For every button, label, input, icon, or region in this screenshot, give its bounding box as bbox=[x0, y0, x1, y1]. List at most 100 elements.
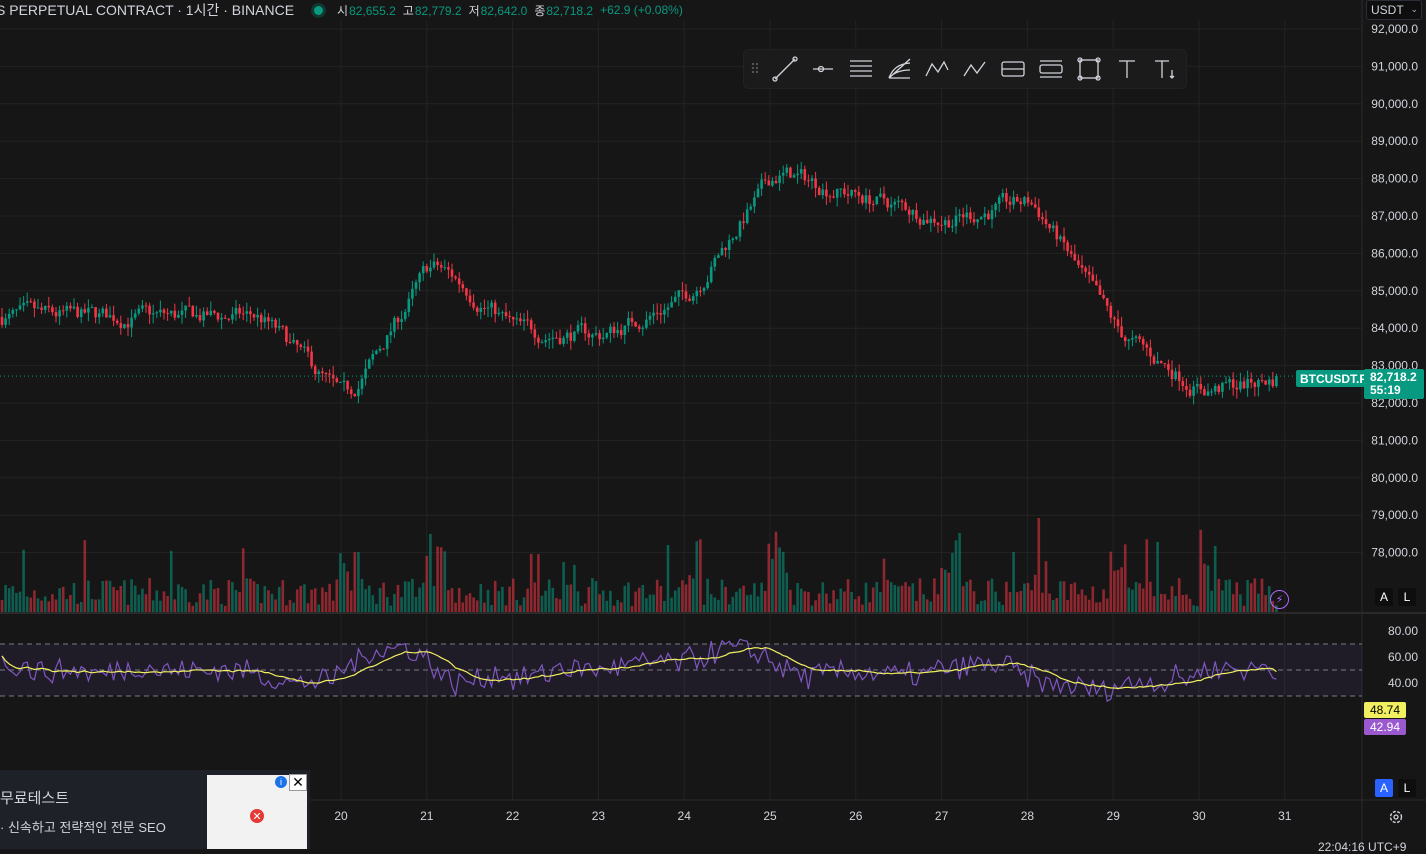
volume-bar bbox=[418, 587, 421, 612]
volume-bar bbox=[699, 539, 702, 612]
abcd-pattern-icon[interactable] bbox=[956, 50, 994, 88]
volume-bar bbox=[691, 578, 695, 612]
candle-body bbox=[231, 314, 234, 320]
volume-bar bbox=[1242, 605, 1246, 612]
candle-body bbox=[461, 284, 465, 289]
volume-bar bbox=[191, 605, 195, 612]
log-scale-button[interactable]: L bbox=[1398, 588, 1416, 606]
candle-body bbox=[1019, 201, 1023, 205]
candle-body bbox=[360, 378, 364, 389]
ad-banner[interactable]: 무료테스트 · 신속하고 전략적인 전문 SEO ✕ i ✕ bbox=[0, 770, 310, 849]
price-range-icon[interactable] bbox=[1032, 50, 1070, 88]
candle-body bbox=[799, 169, 803, 174]
lightning-icon[interactable]: ⚡ bbox=[1270, 590, 1289, 609]
candle-body bbox=[213, 310, 216, 313]
candle-body bbox=[738, 221, 742, 237]
info-icon[interactable]: i bbox=[275, 776, 287, 788]
candle-body bbox=[1138, 336, 1141, 339]
volume-bar bbox=[702, 604, 706, 612]
candle-body bbox=[983, 213, 987, 218]
candle-body bbox=[76, 306, 79, 317]
volume-bar bbox=[198, 593, 202, 612]
horizontal-ray-icon[interactable] bbox=[804, 50, 842, 88]
volume-bar bbox=[1062, 581, 1066, 612]
candle-body bbox=[436, 261, 439, 266]
volume-bar bbox=[1228, 579, 1231, 612]
candle-body bbox=[1195, 383, 1199, 387]
xabcd-pattern-icon[interactable] bbox=[918, 50, 956, 88]
candle-body bbox=[202, 311, 205, 321]
close-icon[interactable]: ✕ bbox=[289, 774, 307, 791]
candle-body bbox=[627, 317, 630, 326]
volume-bar bbox=[1023, 583, 1026, 612]
volume-bar bbox=[443, 551, 447, 612]
volume-bar bbox=[810, 605, 814, 612]
volume-bar bbox=[241, 548, 245, 612]
volume-bar bbox=[378, 588, 382, 612]
time-axis-label: 23 bbox=[592, 809, 606, 823]
volume-bar bbox=[144, 594, 148, 612]
candle-body bbox=[868, 195, 871, 205]
symbol-title[interactable]: S PERPETUAL CONTRACT · 1시간 · BINANCE bbox=[0, 2, 295, 18]
candle-body bbox=[943, 220, 947, 226]
volume-bar bbox=[1069, 583, 1073, 612]
rsi-auto-scale-button[interactable]: A bbox=[1375, 779, 1393, 797]
time-axis-label: 29 bbox=[1107, 809, 1121, 823]
candle-body bbox=[396, 317, 400, 322]
candle-body bbox=[709, 266, 713, 283]
candle-body bbox=[324, 373, 328, 375]
volume-bar bbox=[1192, 605, 1195, 612]
volume-bar bbox=[857, 596, 861, 612]
volume-bar bbox=[907, 586, 911, 612]
volume-bar bbox=[389, 605, 393, 612]
candle-body bbox=[1123, 337, 1127, 342]
volume-bar bbox=[90, 599, 94, 612]
time-axis-label: 27 bbox=[935, 809, 949, 823]
volume-bar bbox=[634, 591, 637, 612]
fib-retracement-icon[interactable] bbox=[880, 50, 918, 88]
rsi-log-scale-button[interactable]: L bbox=[1398, 779, 1416, 797]
rectangle-icon[interactable] bbox=[1070, 50, 1108, 88]
volume-bar bbox=[238, 592, 241, 612]
candle-body bbox=[1120, 326, 1123, 338]
volume-bar bbox=[1109, 551, 1113, 612]
volume-bar bbox=[1037, 518, 1041, 612]
candle-body bbox=[882, 193, 886, 199]
candle-body bbox=[569, 332, 573, 341]
drag-handle-icon[interactable]: ⠿ bbox=[749, 60, 761, 77]
candle-body bbox=[1206, 391, 1210, 396]
volume-bar bbox=[483, 602, 486, 612]
candle-body bbox=[947, 220, 951, 228]
candle-body bbox=[393, 317, 396, 332]
candle-body bbox=[832, 196, 835, 198]
volume-bar bbox=[1044, 561, 1048, 612]
volume-bar bbox=[281, 580, 285, 612]
volume-bar bbox=[641, 584, 645, 612]
volume-bar bbox=[594, 581, 598, 612]
volume-bar bbox=[353, 552, 357, 612]
volume-bar bbox=[321, 587, 324, 612]
volume-bar bbox=[83, 540, 87, 612]
volume-bar bbox=[400, 597, 403, 612]
parallel-channel-icon[interactable] bbox=[842, 50, 880, 88]
text-anchor-icon[interactable] bbox=[1146, 50, 1184, 88]
currency-select[interactable]: USDT ⌄ bbox=[1366, 0, 1422, 20]
candle-body bbox=[771, 180, 774, 186]
candle-body bbox=[875, 196, 879, 205]
candle-body bbox=[871, 204, 875, 206]
volume-bar bbox=[285, 605, 288, 612]
candle-body bbox=[987, 213, 990, 220]
text-icon[interactable] bbox=[1108, 50, 1146, 88]
candle-body bbox=[655, 312, 659, 314]
gear-icon[interactable] bbox=[1387, 808, 1405, 826]
volume-bar bbox=[915, 600, 918, 612]
date-range-icon[interactable] bbox=[994, 50, 1032, 88]
auto-scale-button[interactable]: A bbox=[1375, 588, 1393, 606]
trend-line-icon[interactable] bbox=[766, 50, 804, 88]
candle-body bbox=[7, 313, 11, 319]
candle-body bbox=[367, 359, 371, 369]
candle-body bbox=[616, 330, 619, 334]
candle-body bbox=[126, 324, 130, 328]
ohlc-change: +62.9 (+0.08%) bbox=[600, 3, 683, 17]
